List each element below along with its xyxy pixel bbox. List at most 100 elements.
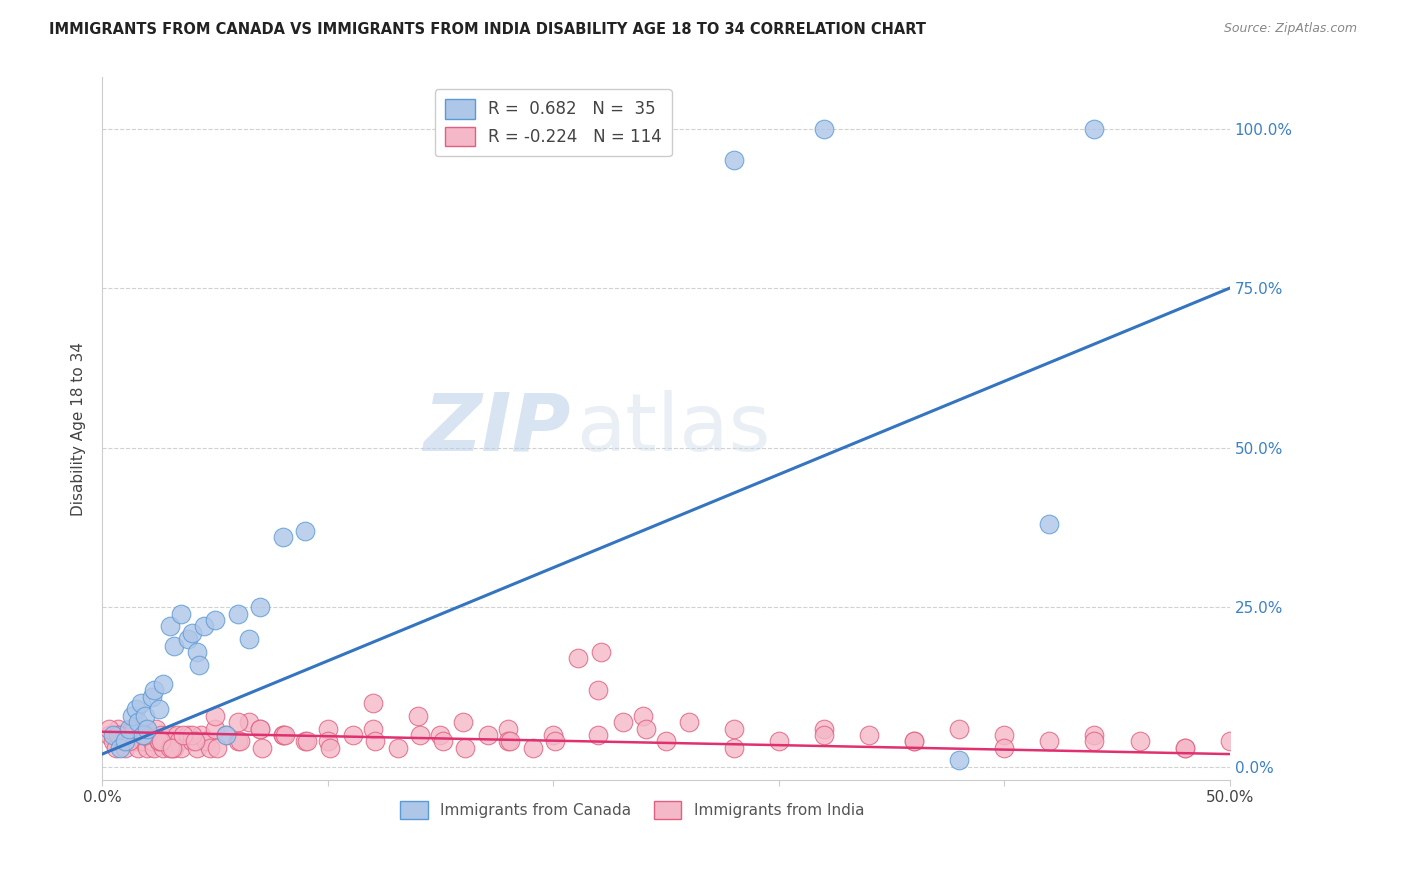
Point: [541, 728, 564, 742]
Point: [149, 728, 172, 742]
Point: [813, 728, 835, 742]
Point: [226, 734, 249, 748]
Point: [200, 740, 222, 755]
Point: [141, 690, 163, 704]
Point: [114, 734, 136, 748]
Point: [544, 734, 567, 748]
Point: [114, 740, 136, 755]
Point: [98, 722, 121, 736]
Point: [316, 722, 339, 736]
Point: [567, 651, 589, 665]
Point: [1174, 740, 1197, 755]
Point: [143, 683, 166, 698]
Point: [226, 607, 249, 621]
Point: [170, 607, 193, 621]
Point: [1083, 728, 1105, 742]
Point: [409, 728, 432, 742]
Point: [1083, 121, 1105, 136]
Point: [589, 645, 612, 659]
Point: [271, 728, 294, 742]
Point: [1083, 734, 1105, 748]
Point: [274, 728, 297, 742]
Point: [238, 632, 260, 647]
Point: [107, 728, 129, 742]
Point: [103, 734, 125, 748]
Point: [98, 728, 121, 742]
Point: [110, 728, 132, 742]
Point: [159, 740, 181, 755]
Point: [122, 728, 145, 742]
Point: [163, 740, 186, 755]
Point: [612, 715, 634, 730]
Point: [229, 734, 252, 748]
Point: [132, 734, 155, 748]
Legend: Immigrants from Canada, Immigrants from India: Immigrants from Canada, Immigrants from …: [394, 795, 870, 824]
Point: [655, 734, 678, 748]
Point: [588, 683, 610, 698]
Point: [190, 728, 212, 742]
Point: [129, 696, 152, 710]
Point: [121, 722, 143, 736]
Point: [104, 740, 127, 755]
Point: [127, 715, 149, 730]
Point: [125, 734, 148, 748]
Point: [205, 740, 228, 755]
Point: [204, 708, 226, 723]
Point: [111, 734, 134, 748]
Point: [1038, 517, 1060, 532]
Y-axis label: Disability Age 18 to 34: Disability Age 18 to 34: [72, 342, 86, 516]
Point: [432, 734, 454, 748]
Point: [181, 734, 204, 748]
Point: [496, 722, 519, 736]
Point: [148, 734, 170, 748]
Point: [134, 708, 156, 723]
Point: [813, 722, 835, 736]
Point: [155, 734, 177, 748]
Point: [993, 740, 1015, 755]
Point: [297, 734, 319, 748]
Point: [141, 734, 163, 748]
Point: [249, 722, 271, 736]
Point: [186, 645, 208, 659]
Point: [813, 121, 835, 136]
Point: [159, 619, 181, 633]
Point: [342, 728, 364, 742]
Point: [319, 740, 342, 755]
Point: [122, 722, 145, 736]
Point: [163, 639, 186, 653]
Point: [170, 740, 193, 755]
Point: [118, 734, 141, 748]
Point: [249, 600, 271, 615]
Point: [1174, 740, 1197, 755]
Point: [132, 728, 155, 742]
Point: [204, 613, 226, 627]
Point: [152, 740, 174, 755]
Text: Source: ZipAtlas.com: Source: ZipAtlas.com: [1223, 22, 1357, 36]
Point: [193, 619, 215, 633]
Point: [522, 740, 544, 755]
Point: [194, 734, 217, 748]
Text: ZIP: ZIP: [423, 390, 569, 467]
Point: [993, 728, 1015, 742]
Point: [134, 728, 156, 742]
Point: [1038, 734, 1060, 748]
Point: [134, 722, 156, 736]
Point: [188, 657, 211, 672]
Point: [477, 728, 499, 742]
Point: [118, 722, 141, 736]
Text: atlas: atlas: [576, 390, 770, 467]
Point: [249, 722, 271, 736]
Point: [361, 722, 384, 736]
Point: [167, 734, 190, 748]
Point: [138, 728, 160, 742]
Point: [183, 734, 205, 748]
Point: [136, 740, 159, 755]
Point: [768, 734, 790, 748]
Point: [177, 632, 200, 647]
Point: [159, 728, 181, 742]
Point: [406, 708, 429, 723]
Point: [160, 734, 183, 748]
Point: [129, 728, 152, 742]
Point: [110, 740, 132, 755]
Point: [361, 696, 384, 710]
